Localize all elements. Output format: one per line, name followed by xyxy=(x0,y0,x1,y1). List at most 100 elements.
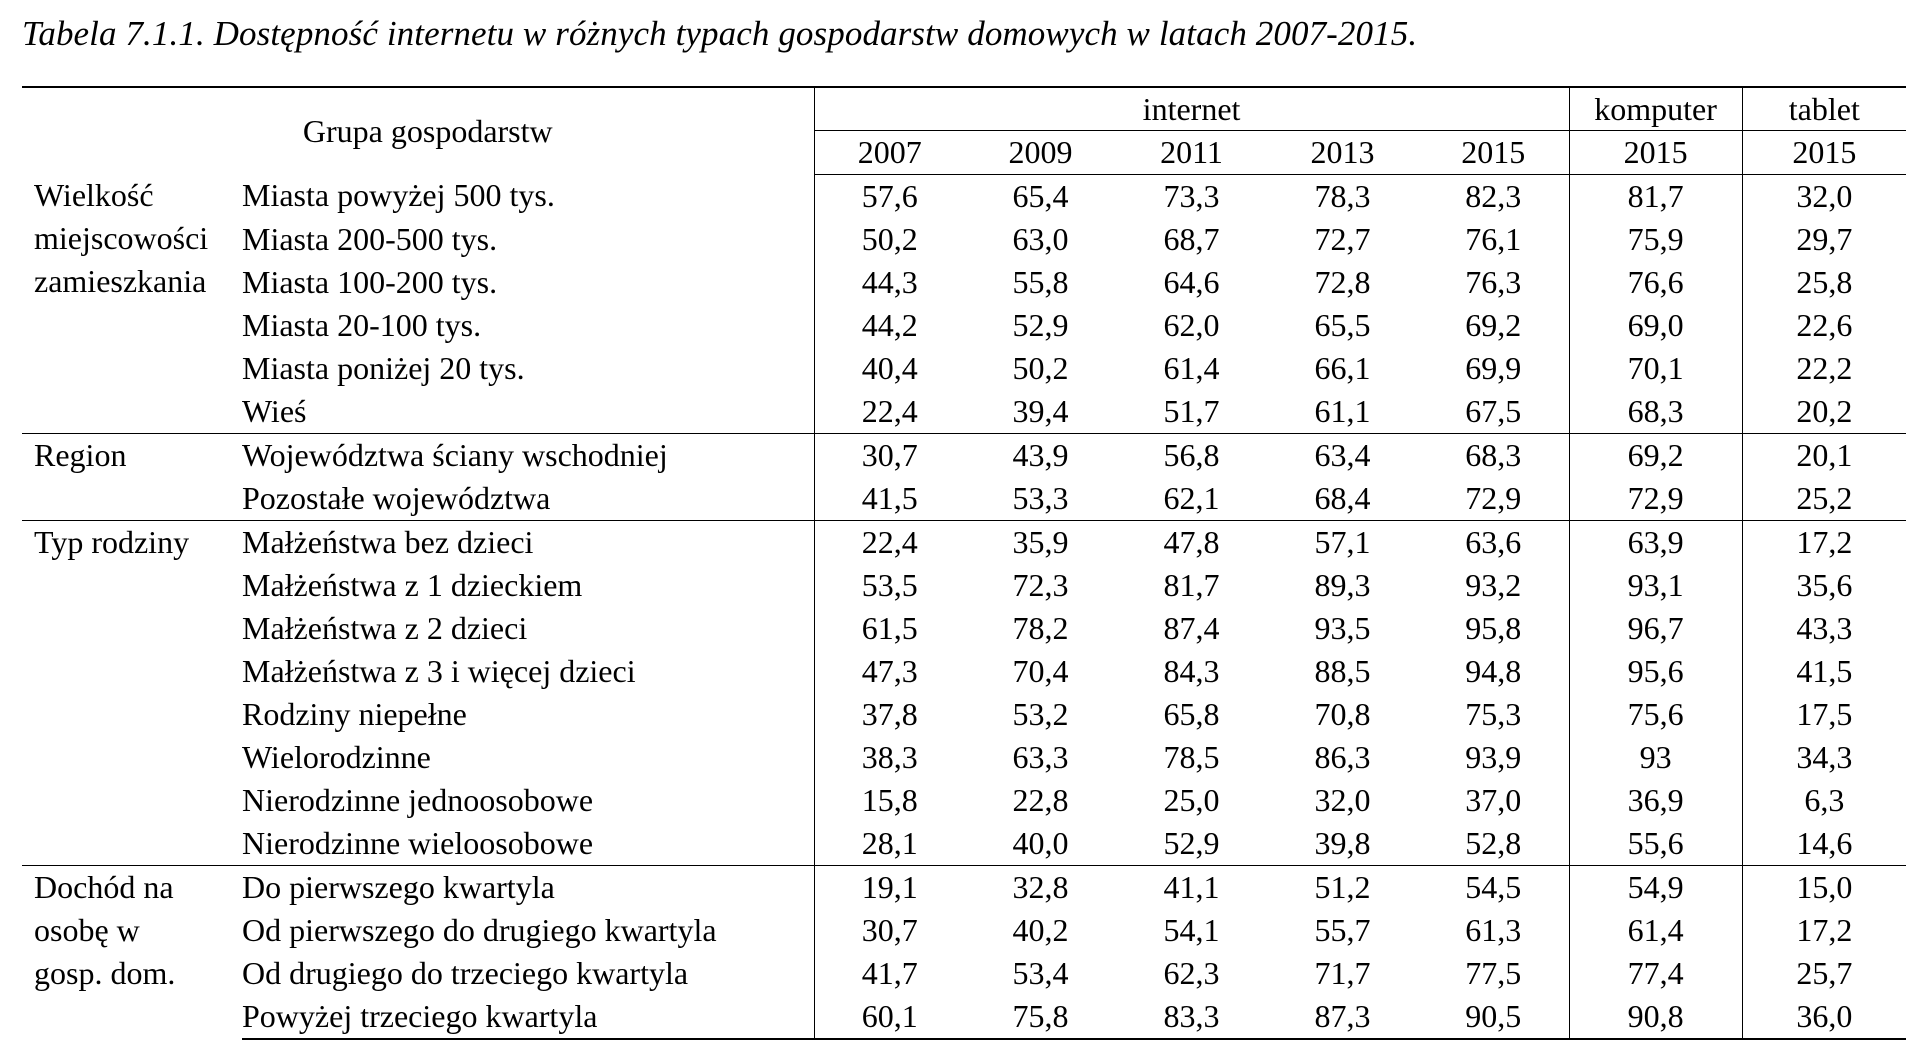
row-label: Do pierwszego kwartyla xyxy=(242,864,815,909)
header-year: 2015 xyxy=(1568,130,1743,175)
value-cell: 54,9 xyxy=(1568,864,1743,909)
table-row: Pozostałe województwa 41,5 53,3 62,1 68,4 72,… xyxy=(22,476,1907,520)
value-cell: 17,2 xyxy=(1741,519,1907,564)
value-cell: 51,2 xyxy=(1267,864,1419,909)
value-cell: 43,3 xyxy=(1741,606,1907,650)
value-cell: 90,5 xyxy=(1418,994,1570,1040)
value-cell: 65,8 xyxy=(1163,695,1220,732)
group-label-line: miejscowości xyxy=(34,220,209,256)
row-label: Małżeństwa bez dzieci xyxy=(242,519,815,564)
value-cell: 61,4 xyxy=(1568,908,1743,952)
header-year: 2015 xyxy=(1741,130,1907,175)
value-cell: 87,3 xyxy=(1267,994,1419,1040)
value-cell: 70,1 xyxy=(1568,346,1743,390)
value-cell: 53,5 xyxy=(813,563,966,607)
value-cell: 25,8 xyxy=(1741,260,1907,304)
value-cell: 86,3 xyxy=(1314,738,1371,775)
value-cell: 81,7 xyxy=(1568,174,1743,218)
value-cell: 68,3 xyxy=(1418,432,1570,477)
value-cell: 39,4 xyxy=(1012,392,1069,429)
value-cell: 35,9 xyxy=(965,519,1117,564)
value-cell: 72,8 xyxy=(1314,263,1371,300)
header-internet: internet xyxy=(813,87,1570,132)
table-row: Powyżej trzeciego kwartyla 60,1 75,8 83,3 87… xyxy=(22,994,1907,1040)
row-label: Od drugiego do trzeciego kwartyla xyxy=(242,954,689,991)
value-cell: 65,4 xyxy=(1012,177,1069,214)
header-year: 2013 xyxy=(1267,130,1419,175)
group-label-line: Dochód na xyxy=(34,868,174,905)
value-cell: 52,8 xyxy=(1465,824,1522,861)
value-cell: 40,0 xyxy=(1012,824,1069,861)
row-label: Nierodzinne jednoosobowe xyxy=(242,781,594,818)
value-cell: 17,5 xyxy=(1741,692,1907,736)
value-cell: 87,4 xyxy=(1163,609,1220,646)
value-cell: 40,4 xyxy=(813,346,966,390)
value-cell: 88,5 xyxy=(1314,652,1371,689)
table-caption: Tabela 7.1.1. Dostępność internetu w róż… xyxy=(22,14,1418,53)
value-cell: 69,9 xyxy=(1465,349,1522,386)
value-cell: 90,8 xyxy=(1568,994,1743,1040)
value-cell: 53,4 xyxy=(1012,954,1069,991)
table-row: Miasta 200-500 tys. 50,2 63,0 68,7 72,7 76,1 7… xyxy=(22,217,1907,261)
value-cell: 41,7 xyxy=(813,951,966,995)
value-cell: 36,0 xyxy=(1741,994,1907,1040)
row-label: Wieś xyxy=(242,392,307,429)
value-cell: 53,2 xyxy=(1012,695,1069,732)
value-cell: 25,0 xyxy=(1163,781,1220,818)
value-cell: 60,1 xyxy=(813,994,966,1040)
value-cell: 28,1 xyxy=(813,821,966,865)
value-cell: 75,6 xyxy=(1568,692,1743,736)
table-row: Wielorodzinne 38,3 63,3 78,5 86,3 93,9 93 34,3 xyxy=(22,735,1907,779)
value-cell: 62,0 xyxy=(1163,306,1220,343)
value-cell: 67,5 xyxy=(1465,392,1522,429)
table-row: Małżeństwa z 2 dzieci 61,5 78,2 87,4 93,5 95,… xyxy=(22,606,1907,650)
row-label: Od pierwszego do drugiego kwartyla xyxy=(242,911,717,948)
group-label: Dochód na osobę w gosp. dom. xyxy=(22,864,242,1039)
value-cell: 72,7 xyxy=(1314,220,1371,257)
table-row: Wieś 22,4 39,4 51,7 61,1 67,5 68,3 20,2 xyxy=(22,389,1907,433)
group-label-line: Region xyxy=(34,436,127,473)
value-cell: 39,8 xyxy=(1314,824,1371,861)
table-row: Od pierwszego do drugiego kwartyla 30,7 40… xyxy=(22,908,1907,952)
group-label-line: Wielkość xyxy=(34,177,154,213)
row-label: Rodziny niepełne xyxy=(242,695,467,732)
value-cell: 70,4 xyxy=(1012,652,1069,689)
value-cell: 15,8 xyxy=(813,778,966,822)
value-cell: 68,7 xyxy=(1163,220,1220,257)
table-row: Typ rodziny Małżeństwa bez dzieci 22,4 35,9… xyxy=(22,519,1907,865)
value-cell: 64,6 xyxy=(1163,263,1220,300)
value-cell: 32,0 xyxy=(1741,174,1907,218)
table-body: Wielkość miejscowości zamieszkania Miasta p… xyxy=(22,174,1907,1040)
value-cell: 75,9 xyxy=(1568,217,1743,261)
table-row: Miasta poniżej 20 tys. 40,4 50,2 61,4 66,1 69… xyxy=(22,346,1907,390)
value-cell: 75,8 xyxy=(965,994,1117,1040)
value-cell: 78,5 xyxy=(1163,738,1220,775)
value-cell: 41,5 xyxy=(813,476,966,520)
value-cell: 56,8 xyxy=(1116,432,1268,477)
value-cell: 30,7 xyxy=(813,432,966,477)
value-cell: 36,9 xyxy=(1568,778,1743,822)
table-row: Wielkość miejscowości zamieszkania Miasta p… xyxy=(22,174,1907,299)
value-cell: 54,5 xyxy=(1418,864,1570,909)
header-komputer: komputer xyxy=(1568,87,1743,132)
value-cell: 63,9 xyxy=(1568,519,1743,564)
value-cell: 20,1 xyxy=(1741,432,1907,477)
row-label: Miasta poniżej 20 tys. xyxy=(242,349,525,386)
table-row: Nierodzinne jednoosobowe 15,8 22,8 25,0 32,0… xyxy=(22,778,1907,822)
value-cell: 93,5 xyxy=(1314,609,1371,646)
value-cell: 22,2 xyxy=(1741,346,1907,390)
value-cell: 55,6 xyxy=(1568,821,1743,865)
group-label: Typ rodziny xyxy=(22,519,242,865)
value-cell: 77,4 xyxy=(1568,951,1743,995)
row-label: Miasta 20-100 tys. xyxy=(242,306,482,343)
row-label: Województwa ściany wschodniej xyxy=(242,432,815,477)
table-row: Od drugiego do trzeciego kwartyla 41,7 53,… xyxy=(22,951,1907,995)
value-cell: 50,2 xyxy=(813,217,966,261)
value-cell: 41,1 xyxy=(1116,864,1268,909)
value-cell: 61,3 xyxy=(1465,911,1522,948)
value-cell: 51,7 xyxy=(1163,392,1220,429)
value-cell: 37,8 xyxy=(813,692,966,736)
row-label: Nierodzinne wieloosobowe xyxy=(242,824,594,861)
value-cell: 83,3 xyxy=(1116,994,1268,1040)
value-cell: 61,1 xyxy=(1314,392,1371,429)
